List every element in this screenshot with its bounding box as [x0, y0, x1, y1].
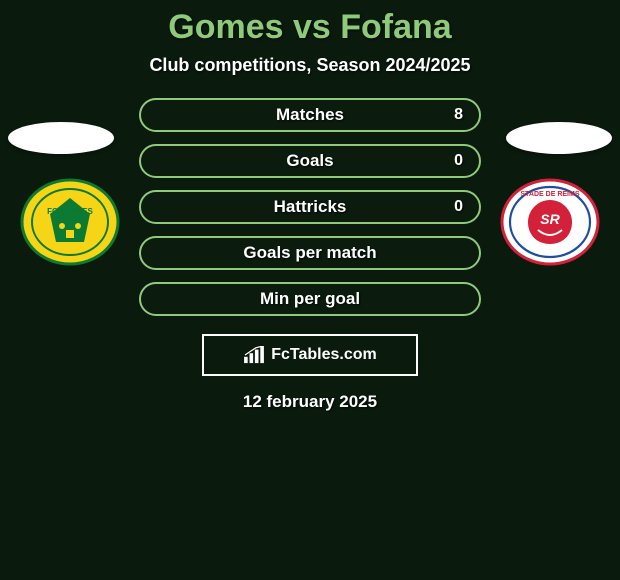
reims-crest-icon: STADE DE REIMS SR: [500, 178, 600, 266]
subtitle: Club competitions, Season 2024/2025: [0, 55, 620, 76]
stat-row-mpg: Min per goal: [0, 282, 620, 316]
club-badge-left: FC NANTES: [20, 178, 120, 266]
brand-box[interactable]: FcTables.com: [202, 334, 418, 376]
stat-label: Matches: [276, 105, 344, 125]
stat-label: Hattricks: [274, 197, 347, 217]
brand-text: FcTables.com: [271, 346, 377, 364]
stat-label: Min per goal: [260, 289, 360, 309]
page-title: Gomes vs Fofana: [0, 8, 620, 47]
svg-text:SR: SR: [540, 211, 560, 227]
stat-pill: Min per goal: [139, 282, 481, 316]
player-photo-left: [8, 122, 114, 154]
player-photo-right: [506, 122, 612, 154]
stat-value-right: 8: [454, 106, 463, 124]
footer-date: 12 february 2025: [0, 392, 620, 412]
stat-pill: Hattricks 0: [139, 190, 481, 224]
stat-label: Goals: [286, 151, 333, 171]
club-badge-right: STADE DE REIMS SR: [500, 178, 600, 266]
svg-text:FC NANTES: FC NANTES: [47, 207, 93, 216]
stat-label: Goals per match: [243, 243, 376, 263]
stat-pill: Matches 8: [139, 98, 481, 132]
stat-pill: Goals per match: [139, 236, 481, 270]
svg-text:STADE DE REIMS: STADE DE REIMS: [521, 191, 580, 198]
stat-value-right: 0: [454, 152, 463, 170]
bar-chart-icon: [243, 346, 265, 364]
stat-value-right: 0: [454, 198, 463, 216]
stat-pill: Goals 0: [139, 144, 481, 178]
nantes-crest-icon: FC NANTES: [20, 178, 120, 266]
